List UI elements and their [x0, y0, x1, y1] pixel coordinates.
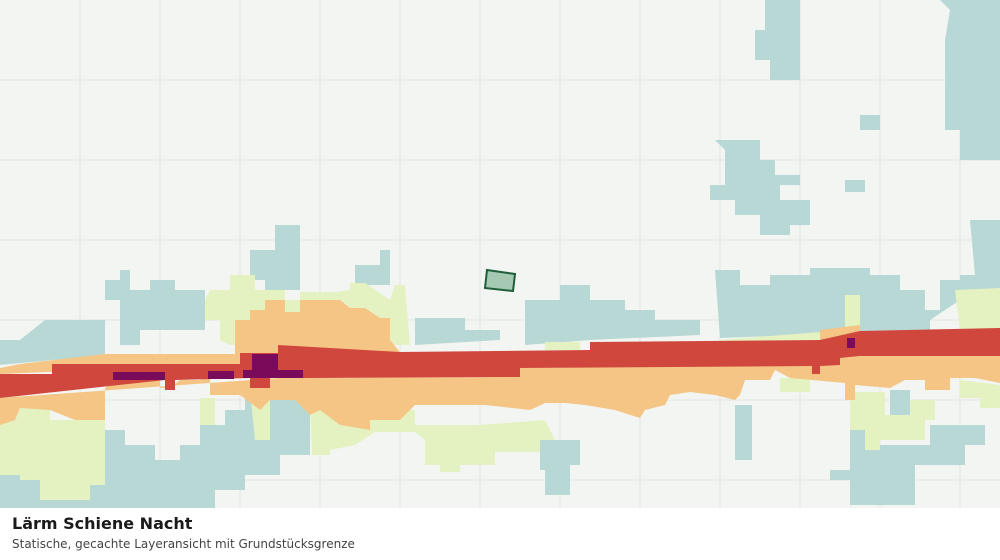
parcel-boundary[interactable]	[483, 268, 517, 293]
map	[0, 0, 1000, 508]
noise-very-high	[0, 328, 1000, 398]
caption: Lärm Schiene Nacht Statische, gecachte L…	[0, 508, 1000, 560]
caption-title: Lärm Schiene Nacht	[12, 514, 193, 533]
noise-low	[0, 0, 1000, 508]
noise-extreme	[113, 338, 855, 380]
caption-subtitle: Statische, gecachte Layeransicht mit Gru…	[12, 537, 355, 551]
map-background	[0, 0, 1000, 508]
